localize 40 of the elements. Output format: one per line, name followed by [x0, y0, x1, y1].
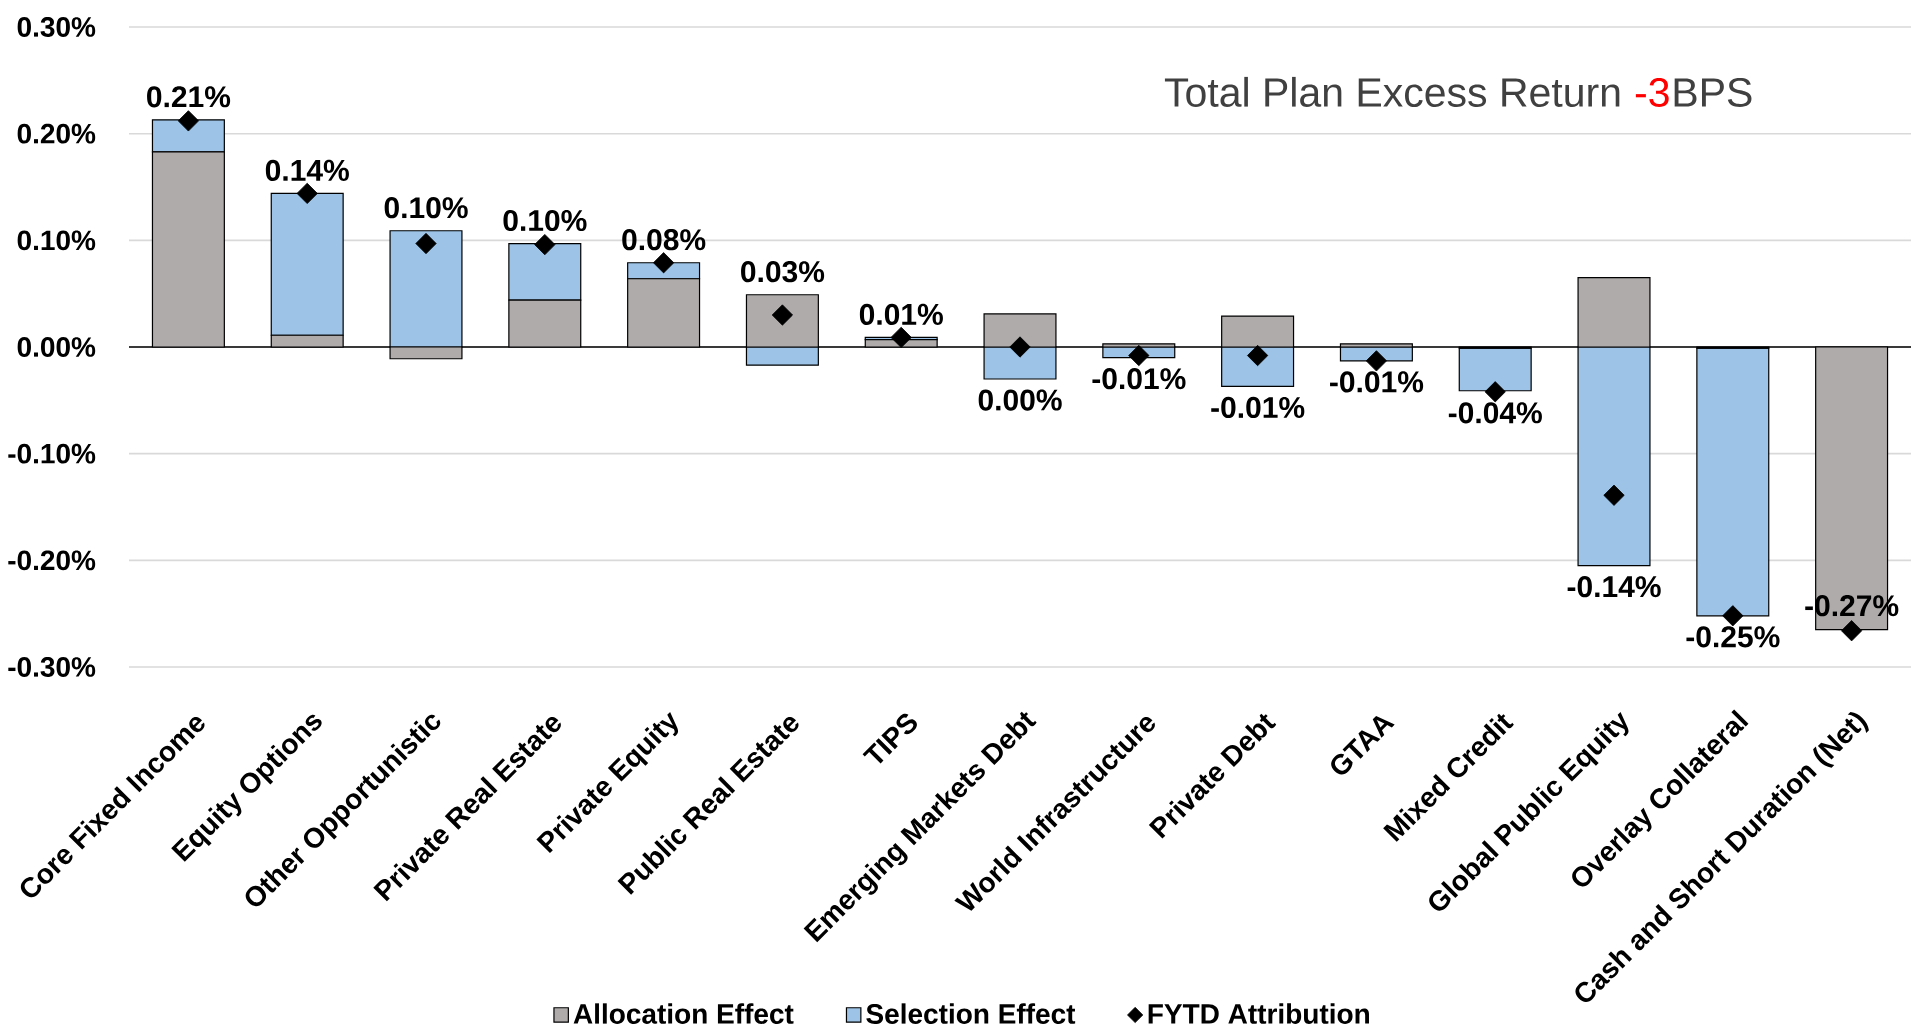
legend-label: Selection Effect: [866, 1003, 1076, 1024]
annotation: -3: [1635, 77, 1669, 107]
data-label: 0.21%: [147, 86, 231, 108]
point: [1484, 381, 1506, 403]
data-label: 0.08%: [622, 229, 706, 251]
y-tick-label: 0.10%: [17, 230, 96, 251]
point: [1128, 344, 1150, 367]
y-tick-label: 0.00%: [17, 337, 96, 357]
data-label: 0.01%: [859, 303, 943, 325]
data-label: 0.10%: [503, 209, 587, 232]
point: [1009, 336, 1031, 358]
legend-label: Allocation Effect: [573, 1003, 794, 1024]
data-label: 0.14%: [265, 159, 349, 181]
data-label: -0.01%: [1092, 368, 1186, 390]
y-tick-label: 0.20%: [17, 123, 96, 144]
y-tick-label: -0.20%: [8, 550, 96, 571]
y-tick-label: -0.10%: [8, 443, 96, 464]
annotation: BPS: [1674, 77, 1752, 107]
data-label: -0.25%: [1686, 626, 1780, 648]
point: [296, 182, 318, 204]
point: [534, 234, 556, 256]
point: [1722, 605, 1744, 627]
point: [177, 110, 199, 132]
point: [1365, 350, 1387, 372]
data-label: 0.00%: [978, 389, 1062, 411]
data-label: -0.01%: [1330, 371, 1424, 393]
y-tick-label: -0.30%: [8, 657, 96, 677]
point: [1841, 620, 1863, 642]
data-label: -0.01%: [1211, 396, 1305, 419]
point: [653, 252, 675, 274]
text: Total Plan Excess Return: [1164, 76, 1620, 107]
data-label: -0.14%: [1567, 576, 1661, 598]
data-label: 0.10%: [384, 197, 468, 219]
point: [1603, 484, 1625, 506]
point: [415, 232, 437, 255]
data-label: 0.03%: [741, 261, 825, 283]
point: [890, 326, 912, 348]
legend-label: FYTD Attribution: [1148, 1003, 1369, 1024]
y-tick-label: 0.30%: [17, 17, 96, 37]
data-label: -0.04%: [1448, 402, 1542, 424]
